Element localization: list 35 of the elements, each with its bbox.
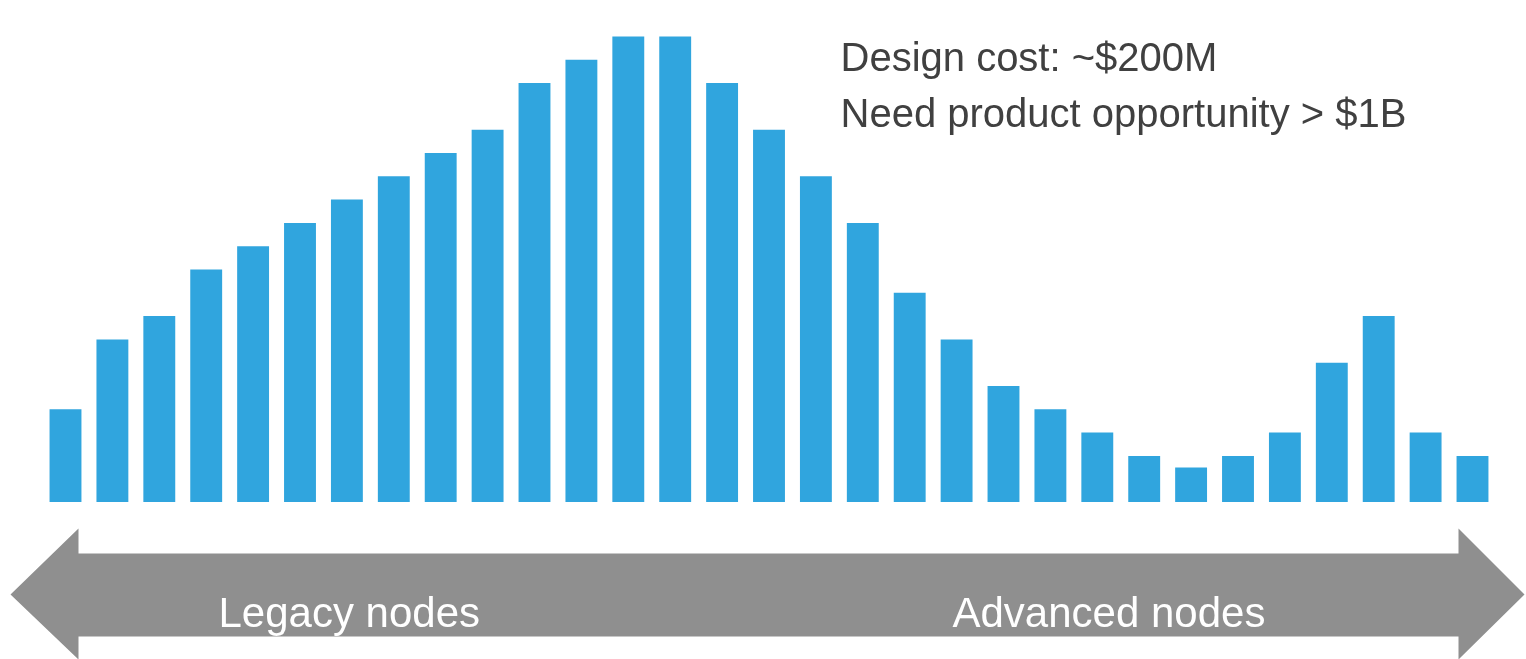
bar — [753, 129, 785, 502]
bar — [987, 386, 1020, 502]
bar — [1128, 455, 1161, 502]
bar — [143, 316, 176, 502]
bar — [190, 269, 223, 502]
bar — [1315, 362, 1348, 502]
bar — [799, 176, 832, 502]
bar — [284, 222, 316, 502]
text: Legacy nodes — [218, 589, 481, 636]
bar — [1409, 432, 1442, 502]
bar — [1081, 432, 1114, 502]
bar — [659, 36, 692, 502]
annotation: Design cost: ~$200M — [840, 34, 1218, 79]
bar — [846, 222, 879, 502]
bar — [96, 339, 129, 502]
annotation: Need product opportunity > $1B — [840, 90, 1407, 135]
bar — [330, 199, 363, 502]
bar — [237, 246, 270, 502]
bar — [1034, 409, 1067, 502]
bar — [940, 339, 973, 502]
bar — [424, 153, 457, 502]
bar — [1456, 455, 1489, 502]
bar — [706, 83, 739, 502]
text: Advanced nodes — [952, 589, 1266, 636]
bar — [1175, 467, 1208, 502]
bar — [1268, 432, 1301, 502]
bar — [612, 36, 645, 502]
bar — [518, 83, 551, 502]
bar — [471, 129, 504, 502]
bar — [1222, 455, 1254, 502]
bar — [377, 176, 410, 502]
bar — [1362, 316, 1395, 502]
bar — [49, 409, 82, 502]
bar — [565, 59, 598, 502]
bar — [893, 292, 926, 502]
